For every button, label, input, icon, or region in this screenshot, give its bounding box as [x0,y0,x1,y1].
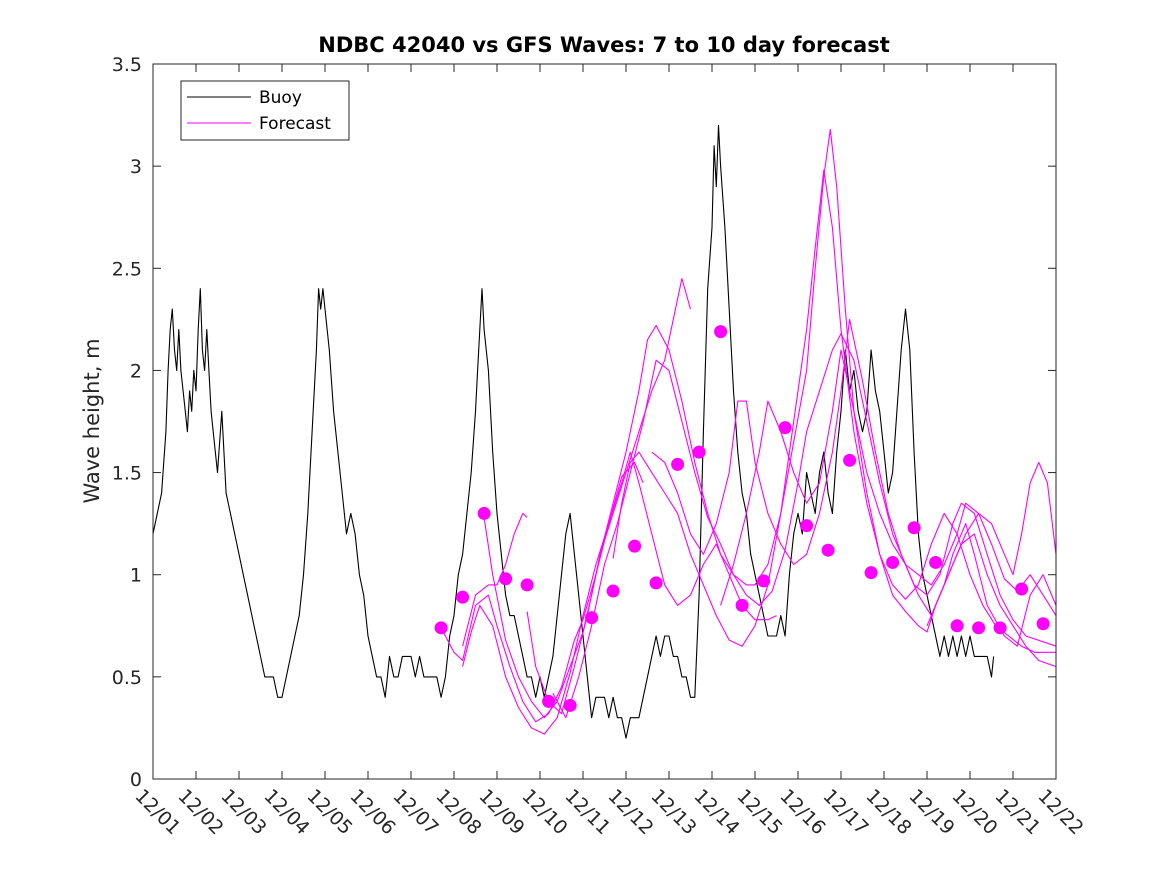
y-axis: 0 0.5 1 1.5 2 2.5 3 3.5 [112,54,1056,791]
y-tick-label: 0.5 [112,667,142,689]
forecast-marker [907,521,921,535]
y-tick-label: 3.5 [112,54,142,76]
legend-box [180,80,350,141]
forecast-marker [714,325,728,339]
chart-title: NDBC 42040 vs GFS Waves: 7 to 10 day for… [318,33,889,57]
forecast-marker [563,698,577,712]
y-tick-label: 1 [130,565,142,587]
forecast-marker [692,445,706,459]
forecast-marker [520,578,534,592]
forecast-marker [434,621,448,635]
y-tick-label: 2.5 [112,258,142,280]
series-line-forecast-10 [926,461,1057,627]
y-tick-label: 0 [130,769,142,791]
forecast-marker [585,611,599,625]
y-tick-label: 2 [130,360,142,382]
forecast-marker [800,519,814,533]
forecast-marker [499,572,513,586]
forecast-marker [950,619,964,633]
forecast-marker [864,566,878,580]
forecast-marker [993,621,1007,635]
series-line-forecast-7 [612,169,1056,653]
series-line-forecast-5 [526,324,1057,715]
forecast-marker [477,506,491,520]
marker-layer [434,325,1050,712]
forecast-marker [649,576,663,590]
series-line-forecast-9 [720,349,1057,616]
forecast-marker [1036,617,1050,631]
forecast-marker [821,543,835,557]
y-axis-label: Wave height, m [80,338,104,503]
plot-frame [152,63,1057,780]
forecast-marker [671,457,685,471]
y-tick-label: 3 [130,156,142,178]
legend-label-buoy: Buoy [259,88,302,108]
series-line-forecast-2 [462,451,777,735]
legend-label-forecast: Forecast [259,114,331,134]
forecast-marker [778,421,792,435]
forecast-marker [456,590,470,604]
forecast-marker [886,555,900,569]
forecast-marker [929,555,943,569]
forecast-marker [757,574,771,588]
forecast-marker [843,453,857,467]
legend: Buoy Forecast [180,80,350,141]
series-line-forecast-8 [651,318,1057,647]
forecast-marker [1015,582,1029,596]
forecast-marker [735,598,749,612]
series-line-buoy [152,124,995,739]
forecast-marker [628,539,642,553]
forecast-marker [606,584,620,598]
plot-area [153,64,1056,779]
y-tick-label: 1.5 [112,463,142,485]
series-layer [152,124,1057,739]
forecast-marker [972,621,986,635]
forecast-marker [542,694,556,708]
